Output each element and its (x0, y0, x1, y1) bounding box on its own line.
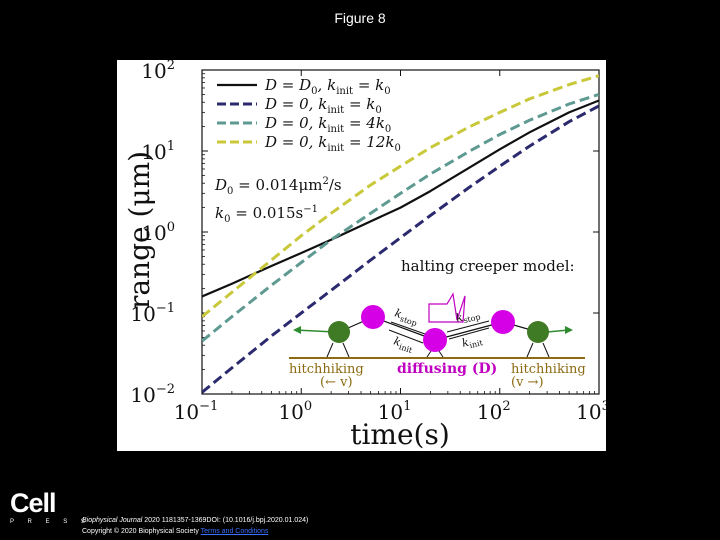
k-stop-left: kstop (392, 306, 419, 328)
magenta-node-1 (361, 305, 385, 329)
right-mode-label: hitchhiking (511, 362, 586, 377)
green-node-right (527, 321, 549, 343)
d0-annotation: D0 = 0.014μm2/s (214, 176, 342, 197)
legend-label-4: D = 0, kinit = 12k0 (264, 133, 401, 154)
x-tick-label: 100 (278, 399, 312, 424)
k-init-left: kinit (391, 334, 416, 355)
legend-label-3: D = 0, kinit = 4k0 (264, 114, 391, 135)
y-tick-label: 102 (141, 60, 175, 83)
y-tick-label: 10−1 (130, 301, 175, 326)
copyright-line: Copyright © 2020 Biophysical Society Ter… (82, 526, 308, 537)
magenta-node-2 (423, 328, 447, 352)
terms-link[interactable]: Terms and Conditions (200, 528, 269, 535)
logo-word: Cell (10, 488, 57, 518)
cell-press-logo: Cell P R E S S (10, 490, 91, 526)
k0-annotation: k0 = 0.015s−1 (215, 204, 318, 225)
k-init-right: kinit (461, 332, 485, 352)
green-node-left (328, 321, 350, 343)
right-mode-sub: (v →) (511, 375, 544, 390)
series-line-3 (202, 92, 599, 343)
left-mode-label: hitchhiking (289, 362, 364, 377)
k-stop-right: kstop (455, 307, 482, 327)
y-tick-label: 100 (141, 220, 175, 245)
potential-sketch (428, 292, 466, 323)
citation-details: 2020 1181357-1369DOI: (10.1016/j.bpj.202… (142, 517, 309, 524)
center-mode-label: diffusing (D) (397, 361, 497, 377)
citation-block: Biophysical Journal 2020 1181357-1369DOI… (82, 515, 308, 537)
y-axis-label: range (μm) (123, 151, 156, 309)
left-mode-sub: (← v) (320, 375, 353, 390)
x-tick-label: 10−1 (174, 399, 219, 424)
y-tick-label: 10−2 (130, 382, 175, 407)
right-arrow-head (565, 326, 573, 334)
x-tick-label: 101 (378, 399, 412, 424)
citation-line: Biophysical Journal 2020 1181357-1369DOI… (82, 515, 308, 526)
left-arrow-head (293, 326, 301, 334)
slide-title: Figure 8 (334, 10, 386, 26)
citation-journal: Biophysical Journal (82, 517, 143, 524)
legend-label-1: D = D0, kinit = k0 (264, 76, 391, 97)
series-line-4 (202, 74, 599, 318)
magenta-node-3 (491, 310, 515, 334)
x-tick-label: 103 (576, 399, 606, 424)
legend: D = D0, kinit = k0D = 0, kinit = k0D = 0… (217, 76, 401, 154)
logo-press: P R E S S (10, 519, 91, 525)
series-line-1 (202, 99, 599, 298)
inset-title: halting creeper model: (401, 257, 575, 275)
series-line-2 (202, 104, 599, 394)
series-layer (202, 74, 599, 394)
copyright-text: Copyright © 2020 Biophysical Society (82, 528, 201, 535)
x-tick-label: 102 (477, 399, 511, 424)
figure-panel: 10−1 100 101 102 103 10−2 10−1 100 101 102 D = D0… (117, 60, 606, 451)
x-axis-label: time(s) (350, 418, 450, 451)
legend-label-2: D = 0, kinit = k0 (264, 95, 382, 116)
halting-creeper-inset: halting creeper model: (289, 257, 586, 390)
y-tick-label: 101 (141, 139, 175, 164)
